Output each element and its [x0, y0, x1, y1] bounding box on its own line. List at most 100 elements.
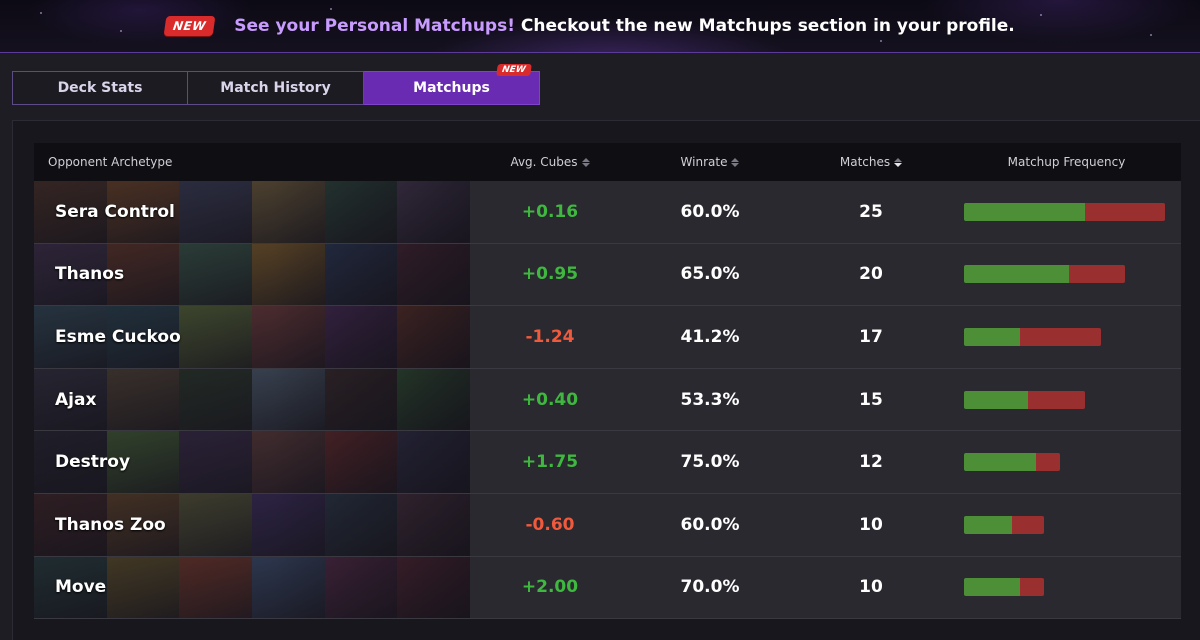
- frequency-bar: [964, 327, 1101, 346]
- archetype-cell: Thanos: [34, 243, 470, 306]
- table-row[interactable]: Move +2.00 70.0% 10: [34, 556, 1181, 620]
- archetype-name: Move: [55, 577, 107, 598]
- tab-deck-stats[interactable]: Deck Stats: [12, 71, 188, 105]
- matches-value: 15: [859, 389, 883, 410]
- archetype-name: Thanos Zoo: [55, 514, 166, 535]
- matches-value: 25: [859, 201, 883, 222]
- archetype-cell: Move: [34, 556, 470, 619]
- table-row[interactable]: Esme Cuckoo -1.24 41.2% 17: [34, 306, 1181, 369]
- sort-icon: [731, 157, 740, 167]
- frequency-cell: [952, 557, 1181, 619]
- loss-segment: [1084, 202, 1165, 221]
- frequency-cell: [952, 369, 1181, 431]
- archetype-cell: Destroy: [34, 431, 470, 493]
- matches-value: 10: [859, 514, 883, 535]
- archetype-name: Sera Control: [55, 201, 175, 222]
- winrate-value: 70.0%: [680, 577, 740, 598]
- table-row[interactable]: Ajax +0.40 53.3% 15: [34, 368, 1181, 432]
- header-frequency: Matchup Frequency: [1007, 155, 1126, 169]
- frequency-cell: [952, 494, 1181, 556]
- loss-segment: [1028, 390, 1085, 409]
- matches-value: 20: [859, 264, 883, 285]
- frequency-cell: [952, 181, 1181, 243]
- table-header: Opponent Archetype Avg. Cubes Winrate Ma…: [34, 143, 1181, 181]
- header-matches[interactable]: Matches: [790, 155, 952, 169]
- table-row[interactable]: Thanos Zoo -0.60 60.0% 10: [34, 493, 1181, 557]
- table-row[interactable]: Destroy +1.75 75.0% 12: [34, 431, 1181, 494]
- banner-text: Checkout the new Matchups section in you…: [520, 16, 1015, 36]
- avg-cubes-value: +2.00: [521, 577, 579, 598]
- table-row[interactable]: Thanos +0.95 65.0% 20: [34, 243, 1181, 307]
- card-art-image: [34, 556, 470, 619]
- loss-segment: [1020, 327, 1101, 346]
- win-segment: [964, 578, 1020, 597]
- frequency-bar: [964, 202, 1165, 221]
- frequency-bar: [964, 390, 1085, 409]
- archetype-name: Thanos: [55, 264, 125, 285]
- avg-cubes-value: -1.24: [525, 326, 575, 347]
- frequency-bar: [964, 578, 1044, 597]
- tab-label: Match History: [220, 80, 331, 96]
- sort-desc-icon: [894, 157, 903, 167]
- header-avg-cubes[interactable]: Avg. Cubes: [470, 155, 630, 169]
- tab-label: Matchups: [413, 80, 490, 96]
- tab-new-badge: NEW: [496, 64, 532, 76]
- win-segment: [964, 453, 1036, 472]
- announcement-banner[interactable]: NEW See your Personal Matchups! Checkout…: [0, 0, 1200, 53]
- tab-label: Deck Stats: [57, 80, 143, 96]
- frequency-cell: [952, 244, 1181, 306]
- archetype-name: Ajax: [55, 389, 97, 410]
- card-art-image: [34, 181, 470, 243]
- archetype-cell: Thanos Zoo: [34, 493, 470, 556]
- win-segment: [964, 202, 1085, 221]
- card-art-image: [34, 243, 470, 306]
- winrate-value: 41.2%: [680, 326, 740, 347]
- matches-value: 12: [859, 452, 883, 473]
- new-badge: NEW: [163, 16, 216, 36]
- matches-value: 10: [859, 577, 883, 598]
- frequency-bar: [964, 515, 1044, 534]
- header-archetype: Opponent Archetype: [48, 155, 173, 169]
- archetype-cell: Esme Cuckoo: [34, 306, 470, 368]
- tab-matchups[interactable]: Matchups NEW: [364, 64, 540, 105]
- archetype-name: Destroy: [55, 452, 131, 473]
- win-segment: [964, 327, 1021, 346]
- table-row[interactable]: Sera Control +0.16 60.0% 25: [34, 181, 1181, 244]
- loss-segment: [1036, 453, 1060, 472]
- avg-cubes-value: +0.16: [521, 201, 579, 222]
- frequency-cell: [952, 431, 1181, 493]
- loss-segment: [1012, 515, 1044, 534]
- avg-cubes-value: +0.40: [521, 389, 579, 410]
- card-art-image: [34, 368, 470, 431]
- archetype-name: Esme Cuckoo: [55, 326, 181, 347]
- win-segment: [964, 265, 1069, 284]
- frequency-cell: [952, 306, 1181, 368]
- win-segment: [964, 515, 1012, 534]
- winrate-value: 53.3%: [680, 389, 740, 410]
- archetype-cell: Ajax: [34, 368, 470, 431]
- winrate-value: 60.0%: [680, 201, 740, 222]
- card-art-image: [34, 306, 470, 368]
- winrate-value: 75.0%: [680, 452, 740, 473]
- matchups-table: Opponent Archetype Avg. Cubes Winrate Ma…: [34, 143, 1181, 620]
- banner-highlight[interactable]: See your Personal Matchups!: [234, 16, 515, 36]
- avg-cubes-value: -0.60: [525, 514, 575, 535]
- tab-bar: Deck Stats Match History Matchups NEW: [12, 64, 540, 105]
- frequency-bar: [964, 265, 1125, 284]
- frequency-bar: [964, 453, 1060, 472]
- archetype-cell: Sera Control: [34, 181, 470, 243]
- winrate-value: 65.0%: [680, 264, 740, 285]
- table-body: Sera Control +0.16 60.0% 25 Thanos +0.95 65.0%…: [34, 181, 1181, 620]
- matches-value: 17: [859, 326, 883, 347]
- avg-cubes-value: +0.95: [521, 264, 579, 285]
- loss-segment: [1020, 578, 1044, 597]
- card-art-image: [34, 493, 470, 556]
- tab-match-history[interactable]: Match History: [188, 71, 364, 105]
- win-segment: [964, 390, 1029, 409]
- loss-segment: [1068, 265, 1125, 284]
- sort-icon: [581, 157, 590, 167]
- avg-cubes-value: +1.75: [521, 452, 579, 473]
- winrate-value: 60.0%: [680, 514, 740, 535]
- header-winrate[interactable]: Winrate: [630, 155, 790, 169]
- card-art-image: [34, 431, 470, 493]
